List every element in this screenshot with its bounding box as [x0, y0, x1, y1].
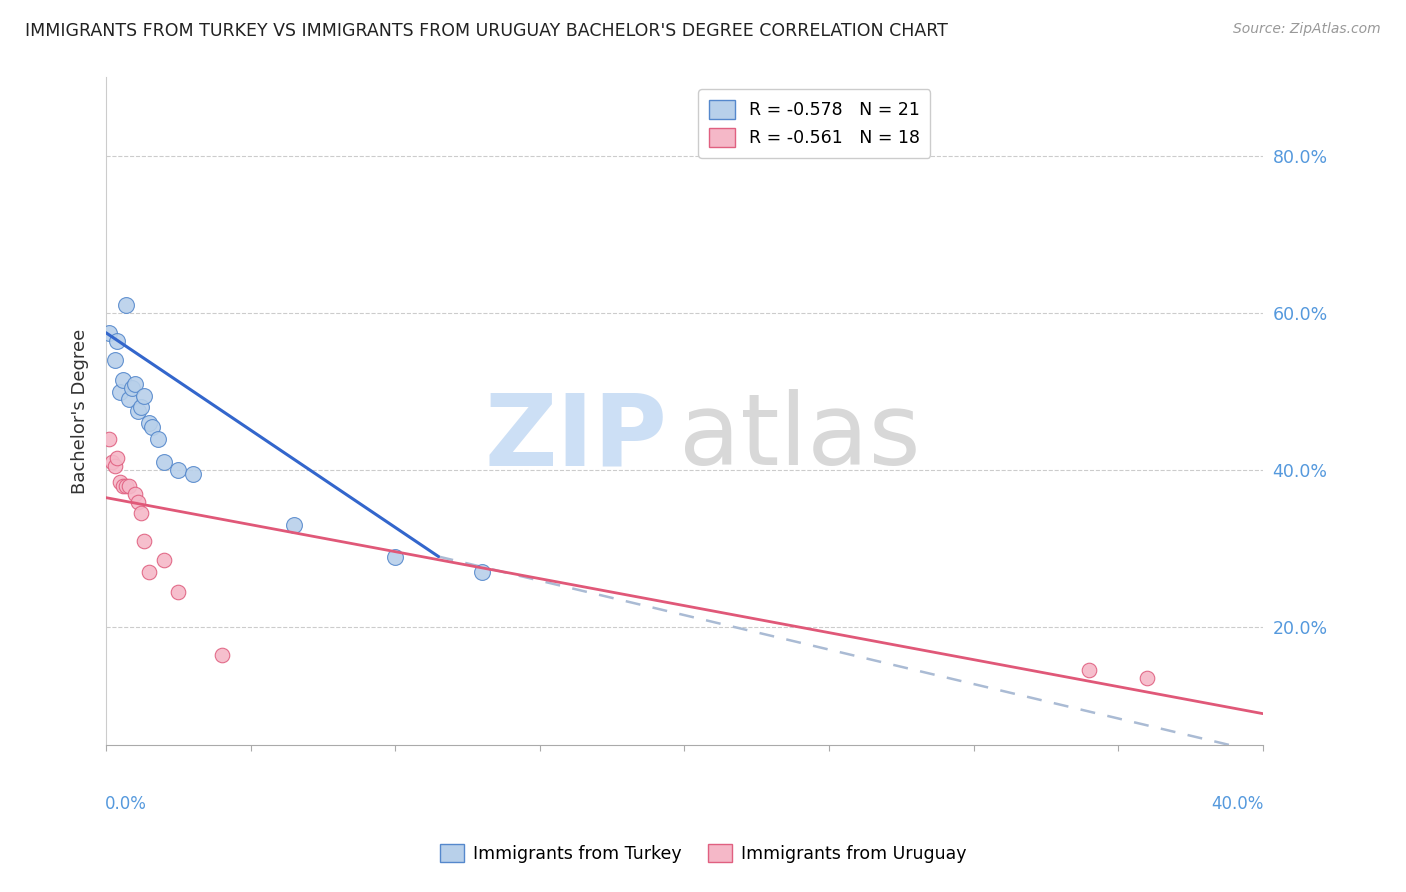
Legend: Immigrants from Turkey, Immigrants from Uruguay: Immigrants from Turkey, Immigrants from …	[433, 838, 973, 870]
Point	[181, 467, 204, 481]
Point	[107, 334, 129, 348]
Point	[110, 475, 132, 489]
Point	[167, 463, 190, 477]
Point	[138, 416, 160, 430]
Point	[129, 401, 152, 415]
Point	[127, 494, 149, 508]
Text: Source: ZipAtlas.com: Source: ZipAtlas.com	[1233, 22, 1381, 37]
Point	[129, 507, 152, 521]
Point	[132, 533, 155, 548]
Text: IMMIGRANTS FROM TURKEY VS IMMIGRANTS FROM URUGUAY BACHELOR'S DEGREE CORRELATION : IMMIGRANTS FROM TURKEY VS IMMIGRANTS FRO…	[25, 22, 948, 40]
Point	[97, 326, 120, 340]
Point	[138, 566, 160, 580]
Point	[121, 381, 143, 395]
Point	[100, 455, 122, 469]
Point	[110, 384, 132, 399]
Text: 0.0%: 0.0%	[105, 795, 146, 814]
Text: atlas: atlas	[679, 390, 920, 486]
Point	[112, 373, 135, 387]
Point	[118, 479, 141, 493]
Text: ZIP: ZIP	[484, 390, 666, 486]
Point	[118, 392, 141, 407]
Point	[107, 451, 129, 466]
Point	[127, 404, 149, 418]
Y-axis label: Bachelor's Degree: Bachelor's Degree	[72, 328, 89, 494]
Text: 40.0%: 40.0%	[1212, 795, 1264, 814]
Point	[124, 486, 146, 500]
Point	[152, 553, 174, 567]
Point	[146, 432, 169, 446]
Point	[1078, 664, 1101, 678]
Point	[115, 479, 138, 493]
Point	[97, 432, 120, 446]
Point	[1136, 671, 1159, 685]
Point	[471, 566, 494, 580]
Point	[132, 388, 155, 402]
Point	[384, 549, 406, 564]
Point	[112, 479, 135, 493]
Point	[103, 459, 125, 474]
Point	[152, 455, 174, 469]
Point	[283, 518, 305, 533]
Point	[115, 298, 138, 312]
Point	[103, 353, 125, 368]
Point	[211, 648, 233, 662]
Point	[141, 420, 163, 434]
Point	[124, 376, 146, 391]
Legend: R = -0.578   N = 21, R = -0.561   N = 18: R = -0.578 N = 21, R = -0.561 N = 18	[699, 89, 931, 158]
Point	[167, 585, 190, 599]
